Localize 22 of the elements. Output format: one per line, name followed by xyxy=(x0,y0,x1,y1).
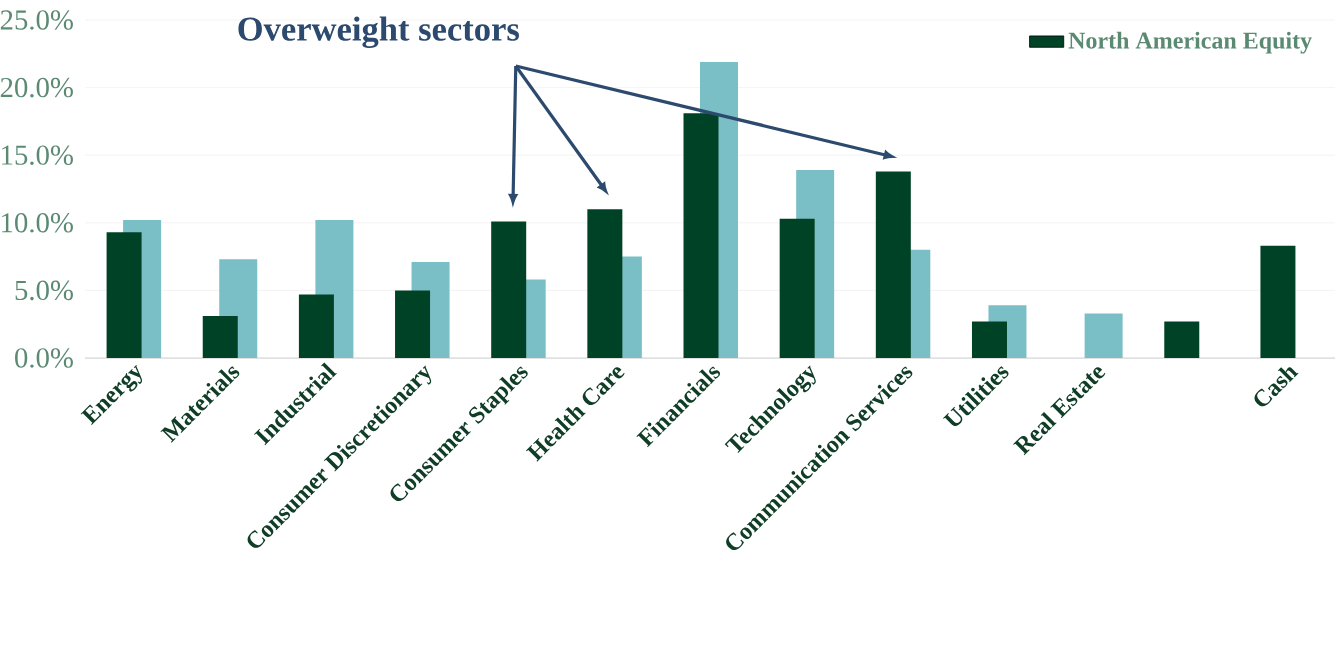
bar xyxy=(1260,245,1296,358)
legend-label: North American Equity xyxy=(1068,31,1312,54)
annotation: Overweight sectors xyxy=(238,16,520,49)
y-tick-label: 5.0% xyxy=(15,280,73,301)
bar xyxy=(683,113,719,358)
y-tick-label: 10.0% xyxy=(2,213,73,233)
bar xyxy=(1164,321,1200,358)
bar xyxy=(587,209,623,358)
y-tick-label: 0.0% xyxy=(15,348,73,368)
x-tick-label: Cash xyxy=(1254,367,1299,407)
bar xyxy=(779,218,815,358)
y-tick-label: 20.0% xyxy=(0,77,73,98)
bar xyxy=(875,171,911,358)
bar xyxy=(106,232,142,358)
bar xyxy=(971,321,1007,358)
y-tick-label: 25.0% xyxy=(0,10,73,30)
bar xyxy=(491,221,527,358)
bar xyxy=(1084,313,1123,358)
bar xyxy=(395,290,431,358)
bar xyxy=(202,316,238,358)
bar xyxy=(298,294,334,358)
y-tick-label: 15.0% xyxy=(2,145,73,165)
